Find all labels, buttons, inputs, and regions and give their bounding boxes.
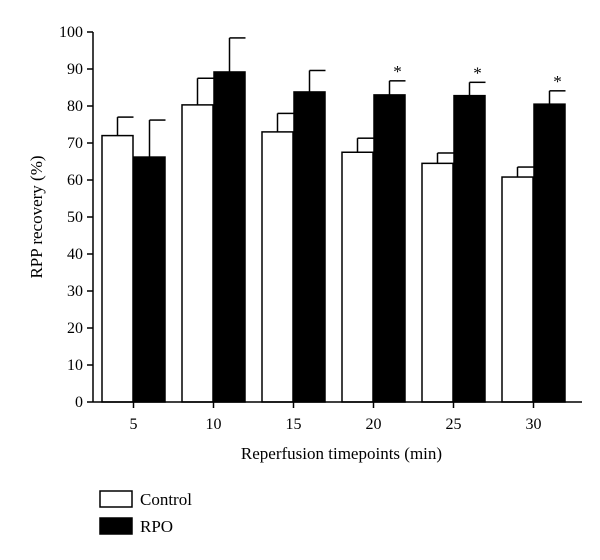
bar-control-5 [101,134,134,403]
legend-swatch-control [99,490,133,508]
y-tick-label: 80 [67,98,83,115]
legend: Control RPO [99,490,192,536]
bar-rpo-20 [373,94,406,403]
y-tick-label: 60 [67,172,83,189]
x-ticks: 5 10 15 20 25 30 [130,402,542,433]
bar-rpo-30 [533,103,566,403]
bar-rpo-25 [453,94,486,403]
legend-label-rpo: RPO [140,517,173,536]
bar-rpo-5 [133,156,166,403]
y-tick-label: 0 [75,394,83,411]
y-ticks: 0 10 20 30 40 50 60 70 80 90 100 [59,24,93,411]
bar-control-30 [501,176,534,403]
bar-control-25 [421,162,454,403]
y-tick-label: 40 [67,246,83,263]
x-tick-label: 10 [206,416,222,433]
x-tick-label: 5 [130,416,138,433]
x-tick-label: 15 [286,416,302,433]
y-tick-label: 100 [59,24,83,41]
annotations-layer: * * * [393,62,562,91]
y-tick-label: 90 [67,61,83,78]
x-tick-label: 25 [446,416,462,433]
significance-marker: * [393,62,402,81]
significance-marker: * [553,72,562,91]
legend-label-control: Control [140,490,192,509]
y-tick-label: 50 [67,209,83,226]
significance-marker: * [473,63,482,82]
bar-rpo-10 [213,71,246,403]
bar-control-20 [341,151,374,403]
x-tick-label: 30 [526,416,542,433]
y-tick-label: 30 [67,283,83,300]
bars-layer [101,71,566,403]
y-tick-label: 70 [67,135,83,152]
y-axis-label: RPP recovery (%) [27,155,46,278]
error-bars-layer [116,37,566,178]
bar-rpo-15 [293,91,326,403]
y-tick-label: 10 [67,357,83,374]
x-tick-label: 20 [366,416,382,433]
legend-swatch-rpo [99,517,133,535]
x-axis-label: Reperfusion timepoints (min) [241,444,442,463]
bar-control-15 [261,131,294,403]
bar-control-10 [181,104,214,403]
y-tick-label: 20 [67,320,83,337]
